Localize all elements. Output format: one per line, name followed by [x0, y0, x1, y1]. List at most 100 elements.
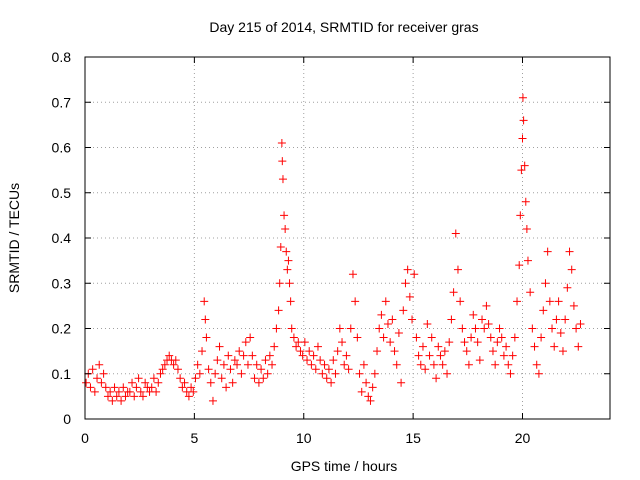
y-tick-label: 0.3: [52, 275, 72, 291]
data-point: [550, 342, 559, 351]
data-point: [408, 315, 417, 324]
data-point: [491, 360, 500, 369]
data-point: [403, 265, 412, 274]
data-point: [517, 166, 526, 175]
data-point: [383, 319, 392, 328]
data-point: [228, 378, 237, 387]
data-point: [311, 365, 320, 374]
data-point: [222, 383, 231, 392]
data-point: [532, 360, 541, 369]
y-tick-label: 0: [63, 411, 71, 427]
data-point: [305, 347, 314, 356]
data-point: [530, 342, 539, 351]
data-point: [451, 229, 460, 238]
data-point: [121, 392, 130, 401]
data-point: [298, 351, 307, 360]
data-point: [285, 279, 294, 288]
data-point: [508, 351, 517, 360]
data-point: [359, 360, 368, 369]
data-point: [156, 369, 165, 378]
data-point: [169, 360, 178, 369]
data-point: [572, 324, 581, 333]
data-point: [114, 387, 123, 396]
data-point: [106, 387, 115, 396]
data-point: [436, 351, 445, 360]
data-point: [545, 297, 554, 306]
data-point: [342, 351, 351, 360]
data-point: [565, 247, 574, 256]
data-point: [362, 378, 371, 387]
data-point: [265, 351, 274, 360]
data-point: [390, 347, 399, 356]
data-point: [518, 134, 527, 143]
data-point: [276, 243, 285, 252]
data-point: [141, 378, 150, 387]
data-point: [520, 161, 529, 170]
data-point: [537, 333, 546, 342]
data-point: [418, 342, 427, 351]
data-point: [392, 360, 401, 369]
data-point: [195, 369, 204, 378]
data-point: [373, 347, 382, 356]
data-point: [410, 270, 419, 279]
data-point: [198, 347, 207, 356]
data-point: [558, 347, 567, 356]
y-tick-label: 0.6: [52, 140, 72, 156]
data-point: [416, 360, 425, 369]
data-point: [171, 356, 180, 365]
data-point: [307, 360, 316, 369]
data-point: [495, 324, 504, 333]
data-point: [499, 351, 508, 360]
data-point: [180, 378, 189, 387]
data-point: [388, 315, 397, 324]
data-point: [377, 310, 386, 319]
data-point: [552, 315, 561, 324]
data-point: [202, 333, 211, 342]
data-point: [282, 247, 291, 256]
data-point: [132, 383, 141, 392]
data-point: [243, 360, 252, 369]
data-point: [438, 360, 447, 369]
data-point: [103, 392, 112, 401]
data-point: [504, 360, 513, 369]
data-point: [108, 396, 117, 405]
data-point: [217, 374, 226, 383]
chart-title: Day 215 of 2014, SRMTID for receiver gra…: [209, 19, 478, 35]
data-point: [275, 279, 284, 288]
data-point: [502, 342, 511, 351]
data-point: [189, 387, 198, 396]
data-point: [427, 333, 436, 342]
data-point: [414, 351, 423, 360]
data-point: [187, 383, 196, 392]
x-tick-label: 20: [515, 430, 531, 446]
data-point: [278, 157, 287, 166]
data-point: [464, 360, 473, 369]
data-point: [281, 224, 290, 233]
data-point: [300, 338, 309, 347]
data-point: [399, 306, 408, 315]
data-point: [160, 360, 169, 369]
y-tick-label: 0.2: [52, 321, 72, 337]
data-point: [462, 347, 471, 356]
data-point: [471, 324, 480, 333]
data-point: [270, 342, 279, 351]
data-point: [322, 374, 331, 383]
data-point: [316, 356, 325, 365]
data-point: [456, 297, 465, 306]
data-point: [309, 351, 318, 360]
data-point: [246, 333, 255, 342]
data-point: [278, 175, 287, 184]
data-point: [250, 374, 259, 383]
data-point: [204, 365, 213, 374]
data-point: [200, 297, 209, 306]
data-point: [434, 342, 443, 351]
data-point: [528, 324, 537, 333]
data-point: [379, 333, 388, 342]
data-point: [178, 383, 187, 392]
data-point: [473, 338, 482, 347]
data-point: [523, 256, 532, 265]
data-point: [128, 378, 137, 387]
data-point: [412, 333, 421, 342]
data-point: [447, 315, 456, 324]
